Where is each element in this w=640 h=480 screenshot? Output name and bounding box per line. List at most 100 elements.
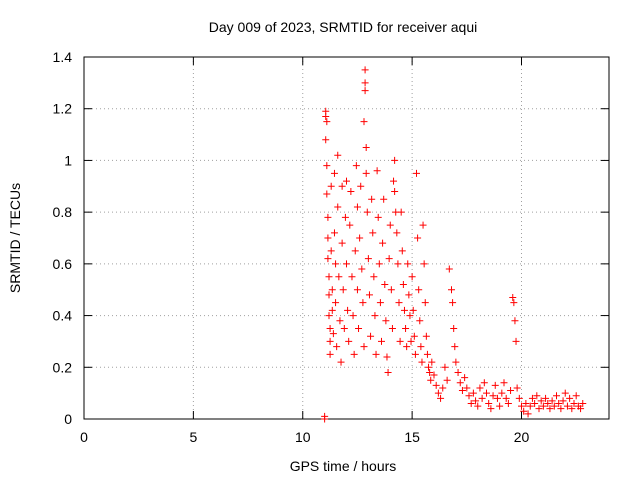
y-tick-label: 0.8 xyxy=(53,204,73,220)
data-point xyxy=(502,394,510,402)
data-point xyxy=(526,402,534,410)
data-point xyxy=(369,229,377,237)
data-point xyxy=(566,394,574,402)
data-point xyxy=(533,392,541,400)
data-point xyxy=(360,343,368,351)
data-point xyxy=(450,325,458,332)
data-point xyxy=(348,273,356,281)
data-point xyxy=(458,387,466,395)
data-point xyxy=(493,394,501,402)
data-points xyxy=(321,66,587,423)
data-point xyxy=(391,187,399,195)
data-point xyxy=(513,384,521,392)
data-point xyxy=(418,358,426,366)
data-point xyxy=(361,87,369,95)
data-point xyxy=(485,399,493,407)
data-point xyxy=(561,389,569,397)
data-point xyxy=(324,213,332,221)
data-point xyxy=(568,405,576,413)
data-point xyxy=(546,405,554,413)
data-point xyxy=(391,156,399,164)
data-point xyxy=(321,412,329,420)
data-point xyxy=(524,410,532,418)
data-point xyxy=(353,203,361,211)
data-point xyxy=(368,195,376,203)
data-point xyxy=(469,389,477,397)
data-point xyxy=(528,394,536,402)
data-point xyxy=(531,399,539,407)
data-point xyxy=(577,405,585,413)
data-point xyxy=(463,384,471,392)
data-point xyxy=(408,273,416,281)
data-point xyxy=(334,151,342,159)
data-point xyxy=(387,286,395,294)
data-point xyxy=(570,399,578,407)
data-point xyxy=(559,397,567,405)
data-point xyxy=(472,397,480,405)
data-point xyxy=(327,182,335,190)
data-point xyxy=(411,350,419,358)
data-point xyxy=(329,330,337,338)
data-point xyxy=(395,299,403,307)
y-tick-label: 0.6 xyxy=(53,256,73,272)
data-point xyxy=(323,118,331,126)
data-point xyxy=(360,118,368,126)
data-point xyxy=(544,399,552,407)
data-point xyxy=(500,379,508,387)
data-point xyxy=(480,379,488,387)
data-point xyxy=(413,169,420,177)
y-tick-label: 1.4 xyxy=(53,49,73,65)
y-axis-label: SRMTID / TECUs xyxy=(7,183,23,293)
data-point xyxy=(340,325,348,332)
data-point xyxy=(363,208,371,216)
data-point xyxy=(362,144,370,151)
data-point xyxy=(426,368,434,376)
data-point xyxy=(338,239,346,247)
data-point xyxy=(553,392,560,400)
data-point xyxy=(390,177,398,185)
data-point xyxy=(328,286,336,294)
data-point xyxy=(404,260,412,268)
data-point xyxy=(344,306,352,314)
data-point xyxy=(350,350,358,358)
chart-title: Day 009 of 2023, SRMTID for receiver aqu… xyxy=(209,19,477,35)
data-point xyxy=(539,402,547,410)
data-point xyxy=(465,392,473,400)
data-point xyxy=(361,66,369,74)
data-point xyxy=(410,332,418,340)
y-tick-label: 1.2 xyxy=(53,101,73,117)
data-point xyxy=(326,325,334,332)
data-point xyxy=(498,389,506,397)
data-point xyxy=(383,353,391,361)
data-point xyxy=(322,112,330,120)
data-point xyxy=(439,384,447,392)
data-point xyxy=(388,325,396,332)
data-point xyxy=(353,286,361,294)
data-point xyxy=(510,299,518,307)
data-point xyxy=(407,337,415,345)
x-tick-label: 20 xyxy=(514,429,530,445)
data-point xyxy=(483,389,490,397)
data-point xyxy=(405,291,413,299)
data-point xyxy=(373,167,381,175)
data-point xyxy=(448,286,455,294)
data-point xyxy=(548,397,556,405)
data-point xyxy=(394,260,402,268)
data-point xyxy=(358,265,366,273)
y-tick-label: 1 xyxy=(64,152,72,168)
data-point xyxy=(332,260,340,268)
data-point xyxy=(512,337,520,345)
data-point xyxy=(375,260,383,268)
data-point xyxy=(563,402,571,410)
data-point xyxy=(555,399,563,407)
data-point xyxy=(324,255,332,263)
data-point xyxy=(427,376,435,384)
data-point xyxy=(326,337,334,345)
data-point xyxy=(324,234,332,242)
data-point xyxy=(423,350,431,358)
data-point xyxy=(374,213,382,221)
data-point xyxy=(334,203,342,211)
data-point xyxy=(357,182,365,190)
data-point xyxy=(476,384,484,392)
data-point xyxy=(386,221,394,229)
